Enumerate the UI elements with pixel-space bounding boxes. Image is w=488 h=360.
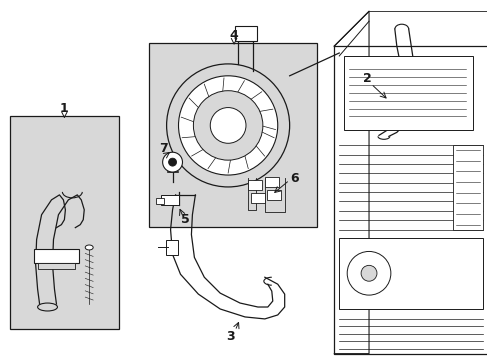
Text: 3: 3	[225, 330, 234, 343]
Bar	[155, 198, 163, 204]
Bar	[161, 195, 178, 205]
Bar	[381, 96, 413, 102]
Bar	[34, 249, 79, 264]
Circle shape	[166, 64, 289, 187]
Bar	[247, 180, 262, 190]
Bar	[452, 145, 482, 230]
Text: 4: 4	[229, 29, 238, 42]
Bar	[375, 98, 419, 116]
Circle shape	[360, 265, 376, 281]
Circle shape	[193, 91, 263, 160]
Text: 7: 7	[159, 142, 168, 155]
Bar	[235, 26, 256, 41]
Circle shape	[210, 108, 245, 143]
Ellipse shape	[85, 245, 93, 250]
Bar	[38, 264, 75, 269]
Polygon shape	[334, 46, 487, 354]
Bar	[165, 239, 177, 255]
Text: 6: 6	[290, 171, 298, 185]
Circle shape	[168, 158, 176, 166]
Bar	[339, 238, 482, 309]
Bar	[344, 56, 472, 130]
Bar	[148, 43, 317, 227]
Bar	[10, 116, 119, 329]
Bar	[264, 177, 278, 187]
Text: 1: 1	[60, 102, 69, 115]
Bar	[266, 190, 280, 200]
Text: 5: 5	[181, 213, 189, 226]
Text: 2: 2	[362, 72, 371, 85]
Bar	[250, 193, 264, 203]
Circle shape	[178, 76, 277, 175]
Circle shape	[163, 152, 182, 172]
